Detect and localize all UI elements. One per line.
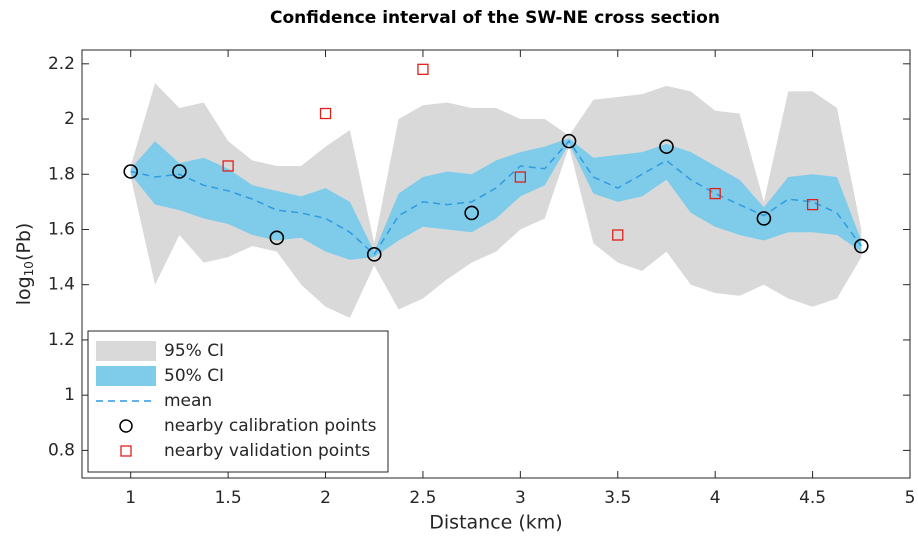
legend-label: 95% CI (164, 341, 224, 361)
x-axis-label: Distance (km) (429, 512, 562, 534)
y-tick-label: 1.4 (48, 275, 75, 295)
y-label-sub: 10 (22, 261, 36, 276)
chart-title: Confidence interval of the SW-NE cross s… (270, 8, 720, 28)
y-tick-label: 2.2 (48, 54, 75, 74)
calibration-point (464, 205, 479, 221)
y-tick-label: 1.2 (48, 330, 75, 350)
legend-label: nearby calibration points (164, 416, 377, 436)
legend-swatch (96, 341, 156, 361)
mean-line (130, 139, 862, 256)
validation-point (709, 187, 721, 200)
calibration-point (853, 238, 869, 254)
axes-box (81, 49, 911, 479)
y-label-base: log (13, 276, 35, 305)
x-tick-label: 5 (905, 488, 916, 508)
y-tick-label: 1.6 (48, 219, 75, 239)
validation-point (514, 171, 527, 183)
x-tick-label: 3.5 (604, 488, 631, 508)
y-tick-label: 2 (64, 109, 75, 129)
y-tick-label: 0.8 (48, 440, 75, 460)
legend-label: mean (164, 391, 212, 411)
x-tick-label: 3 (515, 488, 526, 508)
x-tick-label: 1.5 (215, 488, 242, 508)
calibration-point (269, 230, 285, 246)
calibration-point (123, 164, 139, 179)
x-tick-label: 1 (125, 488, 136, 508)
validation-point (612, 229, 624, 241)
x-tick-label: 4 (710, 488, 721, 508)
y-label-rest: (Pb) (13, 223, 35, 261)
validation-point (222, 160, 234, 172)
y-tick-label: 1.8 (48, 164, 75, 184)
calibration-point (366, 247, 382, 262)
calibration-point (172, 164, 187, 179)
validation-point (319, 107, 332, 120)
y-axis-label: log10(Pb) (13, 223, 36, 306)
ci-band (130, 138, 862, 260)
y-tick-label: 1 (64, 385, 75, 405)
legend-swatch (120, 445, 132, 457)
legend: 95% CI 50% CI mean nearby calibration point… (87, 330, 389, 473)
x-tick-label: 2 (320, 488, 331, 508)
legend-label: 50% CI (164, 366, 224, 386)
validation-point (806, 198, 819, 211)
x-tick-label: 4.5 (799, 488, 826, 508)
x-tick-label: 2.5 (409, 488, 436, 508)
calibration-point (561, 133, 577, 149)
calibration-point (756, 211, 772, 226)
validation-point (417, 63, 429, 75)
legend-swatch (119, 419, 133, 433)
legend-label: nearby validation points (164, 441, 370, 461)
legend-swatch (96, 366, 156, 386)
calibration-point (659, 139, 674, 154)
